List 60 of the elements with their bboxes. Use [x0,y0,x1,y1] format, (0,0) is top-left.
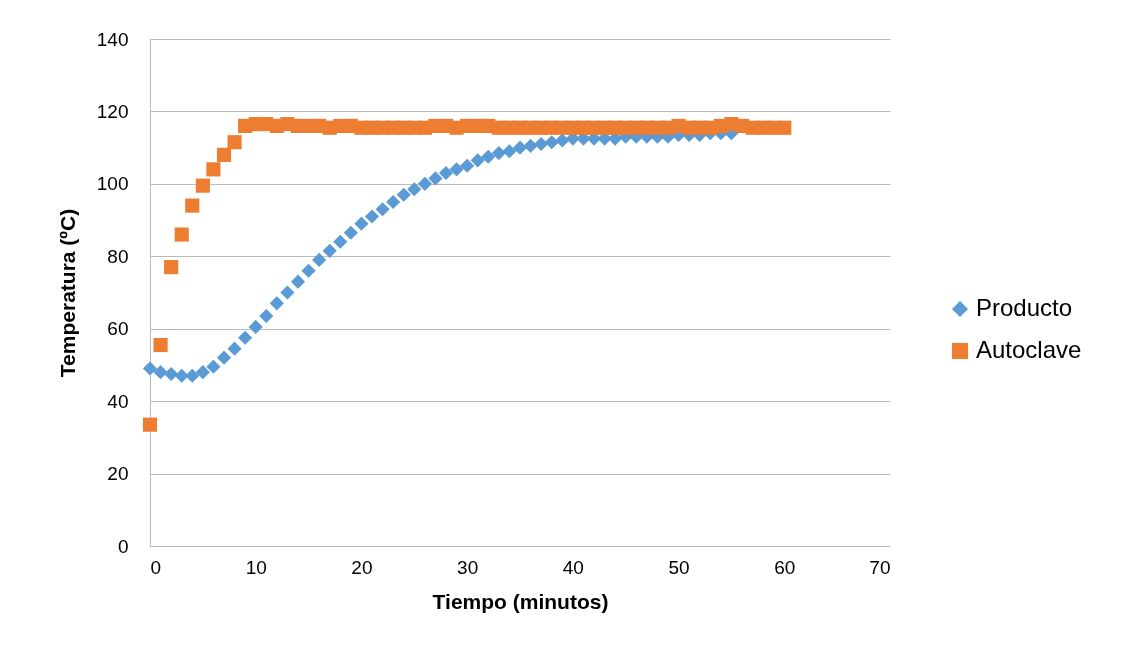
point [248,319,263,334]
point [238,330,253,345]
point [396,187,411,202]
point [142,361,158,376]
x-tick-label: 10 [245,556,267,578]
x-tick-label: 60 [774,556,796,578]
point [428,171,443,186]
point [375,202,390,217]
point [364,209,380,224]
point [343,225,358,240]
point [502,144,517,159]
point [301,263,316,278]
point [386,194,401,210]
point [555,133,570,148]
point [174,368,189,383]
point [312,252,327,267]
point [438,165,454,181]
point [280,285,295,300]
point [491,146,506,161]
point [523,138,538,153]
point [544,135,559,150]
legend-label: Producto [976,294,1073,321]
point [195,365,210,380]
point [470,153,485,168]
y-tick-label: 100 [96,173,129,195]
point [534,136,549,152]
x-tick-label: 30 [457,556,479,578]
y-tick-label: 140 [96,28,129,50]
point [185,368,200,383]
y-axis-title: Temperatura (ºC) [55,208,79,378]
x-tick-label: 20 [351,556,373,578]
point [512,140,528,155]
legend-label: Autoclave [976,336,1082,363]
y-tick-label: 120 [96,100,129,122]
y-tick-label: 80 [107,245,129,267]
point [259,308,274,324]
y-tick-label: 60 [107,318,129,340]
point [206,359,221,374]
x-axis-title: Tiempo (minutos) [432,589,609,613]
x-tick-label: 0 [150,556,162,578]
point [227,341,242,356]
point [333,234,348,249]
x-tick-label: 40 [562,556,584,578]
point [290,274,306,289]
point [449,162,464,177]
x-tick-label: 70 [869,556,891,578]
point [460,158,475,173]
x-tick-label: 50 [668,556,690,578]
point [153,365,168,380]
point [269,296,284,311]
point [354,216,369,231]
point [481,149,496,164]
point [216,350,232,365]
y-tick-label: 20 [107,463,129,485]
y-tick-label: 0 [117,535,129,557]
point [164,366,179,382]
y-tick-label: 40 [107,390,129,412]
point [322,243,337,258]
point [417,176,432,191]
point [407,182,422,197]
